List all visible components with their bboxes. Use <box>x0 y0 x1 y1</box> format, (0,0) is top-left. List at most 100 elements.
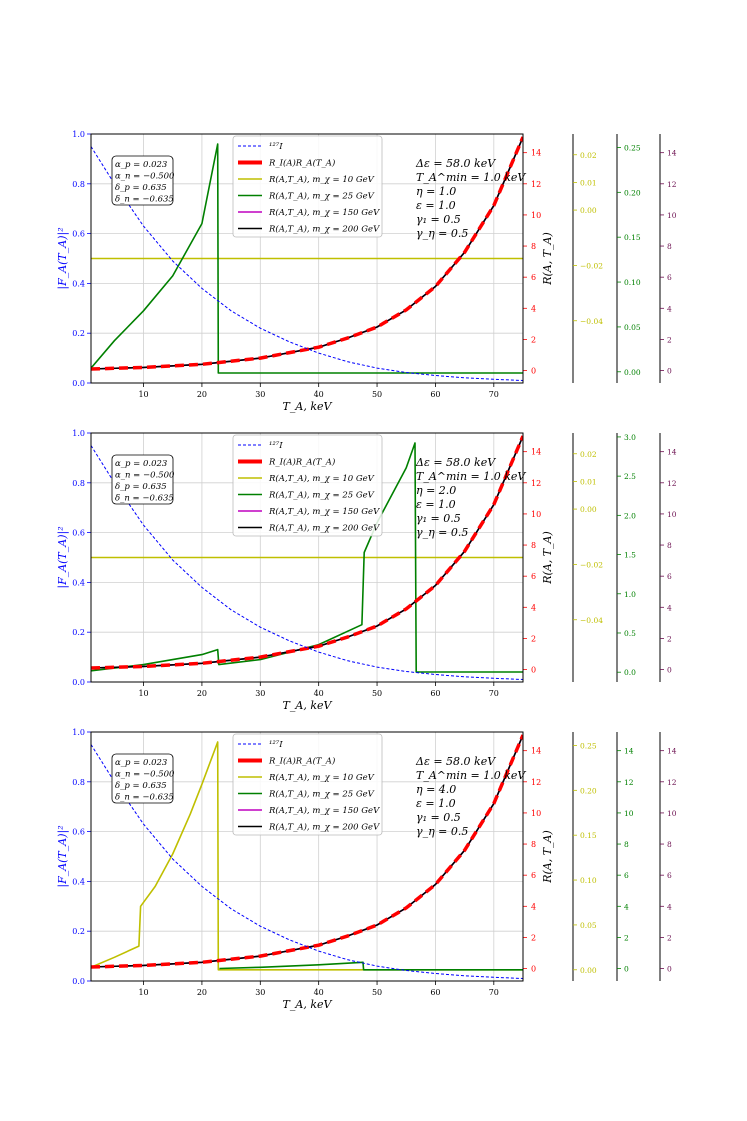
left-tick-label: 0.2 <box>72 329 85 338</box>
legend-label: R(A,T_A), m_χ = 10 GeV <box>268 473 375 484</box>
x-tick-label: 30 <box>255 689 265 698</box>
params-box-line: α_p = 0.023 <box>115 459 167 469</box>
extra-axis-tick-label: 0.10 <box>580 876 597 885</box>
left-axis-label: |F_A(T_A)|² <box>56 526 70 588</box>
annotation-line: ε = 1.0 <box>416 797 456 810</box>
params-box-line: δ_n = −0.635 <box>115 195 174 205</box>
extra-axis-tick-label: 0.25 <box>580 741 597 750</box>
extra-axis-1: 0.01 0.02 0.00 −0.02 −0.04 <box>572 134 603 383</box>
right-tick-label: 4 <box>531 902 536 911</box>
params-box-line: α_n = −0.500 <box>115 770 175 780</box>
extra-axis-tick-label: −0.02 <box>580 560 603 569</box>
extra-axis-tick-label: 6 <box>667 871 672 880</box>
extra-axis-tick-label: 3.0 <box>624 433 636 442</box>
left-axis-label: |F_A(T_A)|² <box>56 227 70 289</box>
extra-axis-tick-label: 1.0 <box>624 590 636 599</box>
right-axis-label: R(A, T_A) <box>541 232 554 286</box>
annotation-line: η = 4.0 <box>416 783 456 796</box>
left-tick-label: 0.0 <box>72 977 85 986</box>
legend: ¹²⁷I R_I(A)R_A(T_A) R(A,T_A), m_χ = 10 GeV… <box>232 733 383 836</box>
left-tick-label: 0.8 <box>72 778 85 787</box>
params-box-line: δ_n = −0.635 <box>115 793 174 803</box>
extra-axis-tick-label: 12 <box>667 778 677 787</box>
right-tick-label: 2 <box>531 335 536 344</box>
x-tick-label: 30 <box>255 390 265 399</box>
left-tick-label: 0.4 <box>72 279 85 288</box>
right-tick-label: 12 <box>531 479 541 488</box>
series-line-rate <box>91 435 523 670</box>
legend: ¹²⁷I R_I(A)R_A(T_A) R(A,T_A), m_χ = 10 GeV… <box>232 135 383 238</box>
extra-axis-tick-label: 0.15 <box>624 233 641 242</box>
x-tick-label: 70 <box>489 689 499 698</box>
right-tick-label: 6 <box>531 871 536 880</box>
legend-frame <box>232 434 383 537</box>
right-tick-label: 14 <box>531 448 541 457</box>
right-tick-label: 12 <box>531 778 541 787</box>
extra-axis-tick-label: 1.5 <box>624 551 636 560</box>
annotation-line: T_A^min = 1.0 keV <box>416 171 526 184</box>
extra-axis-3: 14 12 10 8 6 4 2 0 <box>659 134 677 383</box>
annotation-line: ε = 1.0 <box>416 199 456 212</box>
extra-axis-tick-label: 4 <box>624 902 629 911</box>
extra-axis-tick-label: 8 <box>667 541 672 550</box>
left-tick-label: 0.0 <box>72 678 85 687</box>
extra-axis-tick-label: 14 <box>667 747 677 756</box>
extra-axis-tick-label: 10 <box>624 809 634 818</box>
x-tick-label: 70 <box>489 390 499 399</box>
annotation-line: Δε = 58.0 keV <box>415 456 496 469</box>
extra-axis-tick-label: 0.05 <box>580 921 597 930</box>
right-tick-label: 8 <box>531 541 536 550</box>
right-tick-label: 4 <box>531 603 536 612</box>
extra-axis-tick-label: 0 <box>667 666 672 675</box>
params-box-line: δ_p = 0.635 <box>115 781 167 791</box>
left-tick-label: 1.0 <box>72 130 85 139</box>
legend-label: R(A,T_A), m_χ = 25 GeV <box>268 191 375 202</box>
extra-axis-tick-label: 0.15 <box>580 831 597 840</box>
x-tick-label: 60 <box>430 390 440 399</box>
left-tick-label: 0.6 <box>72 529 85 538</box>
annotation-line: η = 1.0 <box>416 185 456 198</box>
legend-label: R(A,T_A), m_χ = 200 GeV <box>268 523 380 534</box>
right-tick-label: 14 <box>531 149 541 158</box>
extra-axis-tick-label: −0.04 <box>580 616 603 625</box>
extra-axis-tick-label: 0 <box>667 367 672 376</box>
left-tick-label: 0.6 <box>72 230 85 239</box>
extra-axis-2: 0.25 0.20 0.15 0.10 0.05 0.00 <box>616 134 641 383</box>
plot-frame <box>90 432 524 683</box>
series-group <box>91 734 523 979</box>
legend-label: R(A,T_A), m_χ = 150 GeV <box>268 805 380 816</box>
extra-axis-3: 14 12 10 8 6 4 2 0 <box>659 732 677 981</box>
plot-frame <box>90 731 524 982</box>
params-box-line: α_p = 0.023 <box>115 758 167 768</box>
extra-axis-2: 14 12 10 8 6 4 2 0 <box>616 732 634 981</box>
legend-frame <box>232 135 383 238</box>
extra-axis-tick-label: 2 <box>624 933 629 942</box>
left-tick-label: 0.4 <box>72 877 85 886</box>
legend-label: R(A,T_A), m_χ = 25 GeV <box>268 789 375 800</box>
annotation-line: γ₁ = 0.5 <box>416 811 461 824</box>
extra-axis-tick-label: 4 <box>667 902 672 911</box>
x-tick-label: 40 <box>314 988 324 997</box>
legend-label: R_I(A)R_A(T_A) <box>268 158 335 169</box>
plot-frame <box>90 133 524 384</box>
extra-axis-tick-label: 0.0 <box>624 668 636 677</box>
annotation-line: Δε = 58.0 keV <box>415 157 496 170</box>
right-tick-label: 10 <box>531 809 541 818</box>
right-tick-label: 14 <box>531 747 541 756</box>
extra-axis-tick-label: 2.5 <box>624 472 636 481</box>
x-axis-label: T_A, keV <box>283 699 333 712</box>
extra-axis-tick-label: 12 <box>667 180 677 189</box>
right-tick-label: 0 <box>531 666 536 675</box>
legend-label: R_I(A)R_A(T_A) <box>268 457 335 468</box>
right-tick-label: 2 <box>531 933 536 942</box>
annotation-line: T_A^min = 1.0 keV <box>416 769 526 782</box>
extra-axis-tick-label: 6 <box>667 572 672 581</box>
legend-label: R(A,T_A), m_χ = 10 GeV <box>268 174 375 185</box>
left-tick-label: 0.0 <box>72 379 85 388</box>
extra-axis-tick-label: 0.20 <box>624 188 641 197</box>
extra-axis-2: 3.0 2.5 2.0 1.5 1.0 0.5 0.0 <box>616 433 636 682</box>
extra-axis-tick-label: 0.5 <box>624 629 636 638</box>
extra-axis-tick-label: 0.01 <box>580 178 597 187</box>
panel-1: 10 20 30 40 50 60 700.00.20.40.60.81.002468101… <box>56 130 677 413</box>
